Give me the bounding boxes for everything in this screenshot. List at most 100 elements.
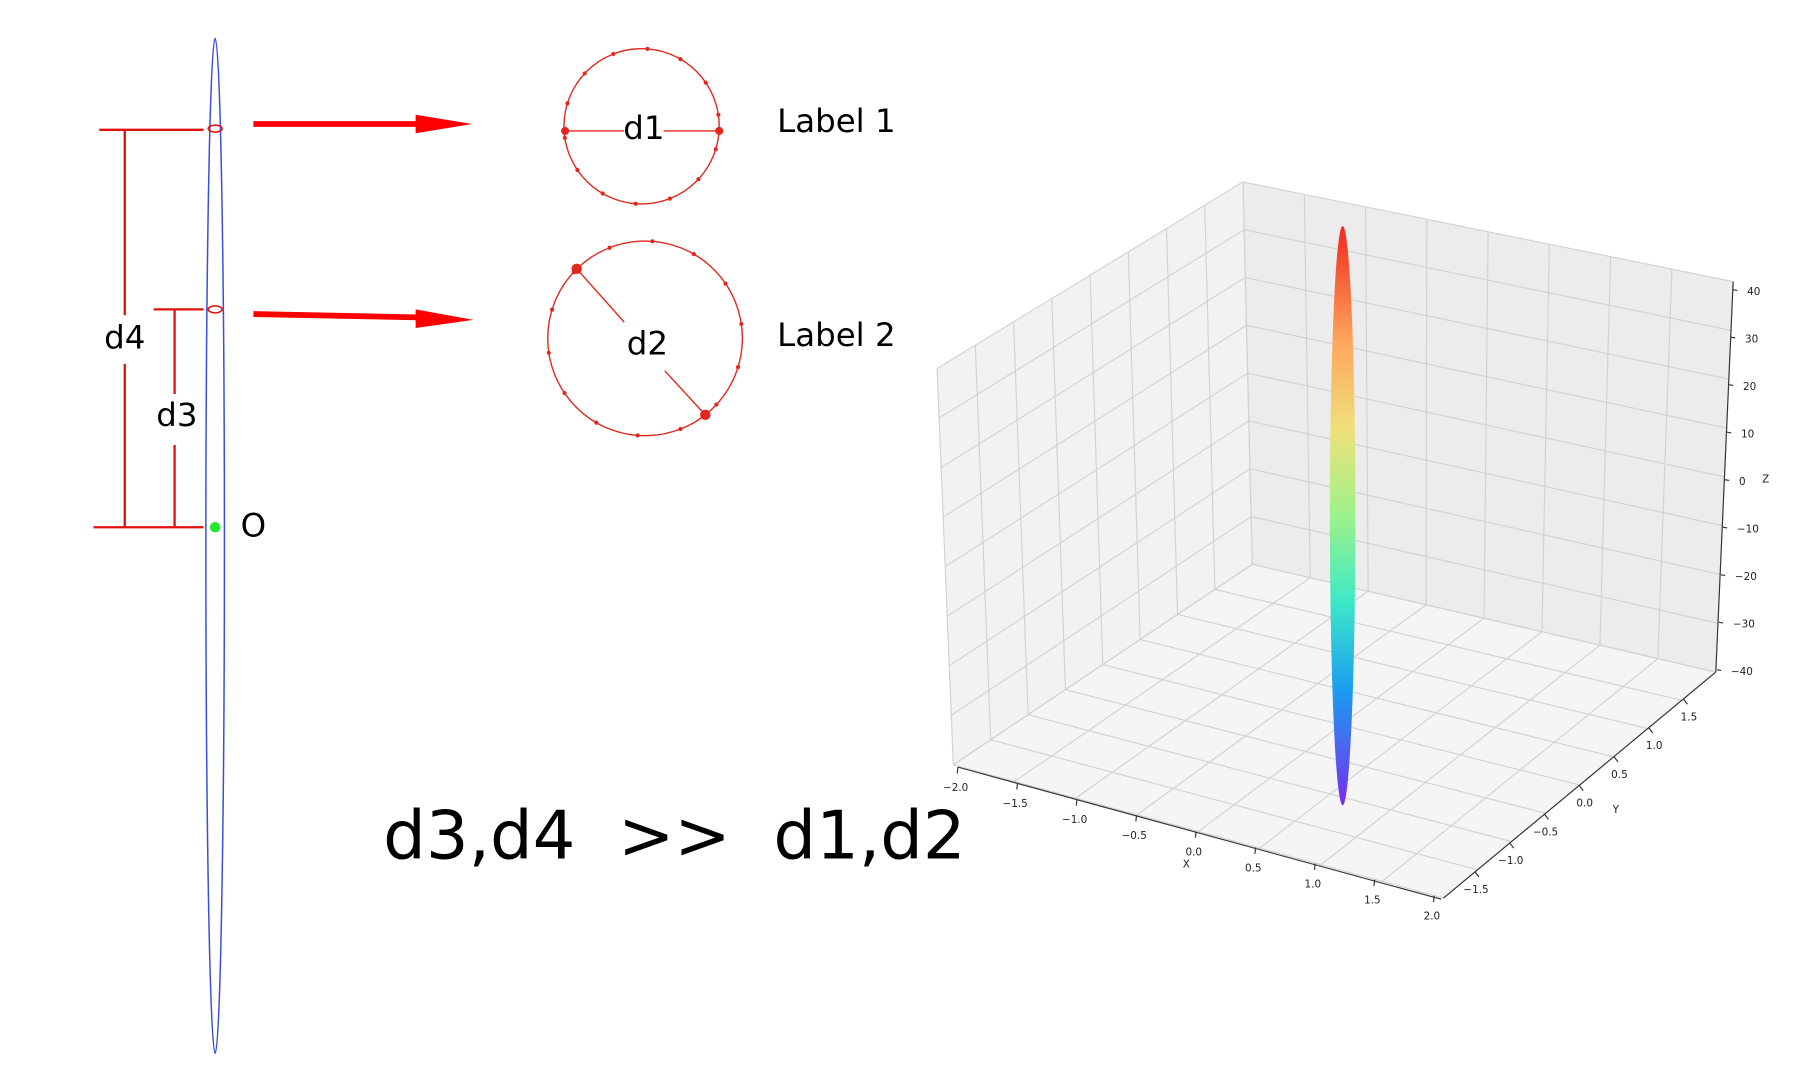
grid-line [1259, 631, 1543, 849]
arrow-head [415, 309, 474, 328]
pane [937, 181, 1253, 765]
z-tick-label: −30 [1733, 619, 1755, 631]
circle-dot [678, 426, 683, 432]
arrow-head [415, 114, 473, 134]
circle-dot [633, 201, 638, 206]
circle-dot [575, 167, 580, 173]
grid-line [1599, 256, 1612, 646]
tick-mark [1509, 842, 1515, 849]
caption: Label 2 [777, 316, 895, 354]
circle-dot [713, 147, 718, 152]
tick-mark [1543, 813, 1549, 820]
grid-line [938, 229, 1245, 419]
circle-dot [739, 321, 744, 327]
circle-dot [611, 51, 616, 57]
circle-dot [650, 239, 655, 244]
y-tick-label: −0.5 [1533, 826, 1558, 838]
tick-mark [1726, 431, 1732, 434]
circle-dot [716, 112, 721, 117]
tick-mark [1373, 879, 1376, 886]
origin-label: O [241, 506, 267, 544]
cross-section-1 [563, 47, 720, 205]
tick-mark [1432, 895, 1435, 903]
grid-line [1252, 563, 1716, 673]
caption: Label 1 [777, 102, 895, 140]
x-tick-label: 0.5 [1245, 862, 1262, 874]
z-tick-label: −10 [1737, 524, 1759, 536]
endpoint [700, 409, 711, 421]
grid-line [1140, 638, 1614, 758]
x-axis-label: X [1183, 858, 1190, 870]
circle-dot [714, 402, 719, 407]
y-tick-label: 0.5 [1611, 769, 1628, 781]
grid-line [1541, 244, 1550, 632]
x-tick-label: −1.0 [1062, 814, 1087, 826]
y-tick-label: 1.5 [1681, 711, 1698, 723]
circle-dot [607, 245, 612, 250]
endpoints [546, 46, 744, 438]
tick-mark [1716, 669, 1722, 672]
diameter [576, 268, 625, 323]
grid-line [1247, 372, 1725, 478]
grid-line [1177, 613, 1648, 730]
z-tick-label: 30 [1745, 334, 1758, 346]
circle-dot [723, 281, 728, 286]
long-ellipse [205, 37, 226, 1055]
circle-dot [691, 252, 696, 257]
tick-mark [1682, 698, 1688, 705]
arrows [253, 114, 474, 328]
circle-dot [562, 391, 567, 396]
tick-mark [1731, 336, 1736, 339]
circle-dot [594, 420, 599, 425]
d4-label: d4 [104, 319, 145, 357]
circle-dot [678, 57, 683, 62]
x-tick-label: 1.5 [1364, 895, 1381, 907]
ellipsoid [1329, 225, 1356, 806]
x-axis-line [957, 766, 1442, 900]
grid-line [944, 372, 1248, 568]
y-axis-label: Y [1612, 804, 1620, 816]
tick-mark [1016, 783, 1019, 790]
tick-mark [1733, 289, 1738, 291]
circle-dot [600, 191, 605, 196]
grid-line [1165, 228, 1179, 615]
circle-dot [582, 71, 587, 76]
circle-dot [667, 196, 672, 201]
grid-line [936, 181, 1244, 369]
x-tick-label: 1.0 [1305, 878, 1322, 890]
circle-dot [546, 350, 551, 355]
tick-mark [1613, 755, 1619, 763]
circle-dot [635, 433, 640, 438]
d1-label: d1 [623, 109, 664, 147]
cross-section-2 [547, 240, 744, 437]
tick-mark [1474, 871, 1480, 878]
circle-dot [645, 46, 650, 51]
grid-line [1242, 181, 1734, 283]
grid-line [1381, 658, 1659, 882]
tick-mark [1718, 621, 1724, 624]
z-tick-label: 20 [1743, 381, 1756, 393]
circle-dot [562, 135, 567, 140]
endpoint [561, 126, 570, 135]
tick-mark [956, 767, 959, 774]
circle-dot [549, 307, 555, 312]
grid-line [1204, 205, 1216, 590]
origin-dot [209, 522, 221, 533]
grid-line [1320, 644, 1601, 866]
circle-dot [696, 177, 701, 182]
tick-mark [1313, 863, 1316, 870]
diameter [664, 370, 706, 416]
tick-mark [1254, 847, 1257, 854]
tick-mark [1075, 799, 1078, 806]
tick-mark [1724, 479, 1730, 482]
x-tick-label: −1.5 [1003, 798, 1028, 810]
grid-line [940, 277, 1246, 469]
circle-dot [735, 365, 741, 370]
y-tick-label: 0.0 [1576, 798, 1593, 810]
grid-line [1244, 229, 1732, 331]
z-tick-label: −40 [1731, 666, 1753, 678]
z-axis-line [1715, 281, 1734, 673]
grid-line [1127, 251, 1141, 640]
